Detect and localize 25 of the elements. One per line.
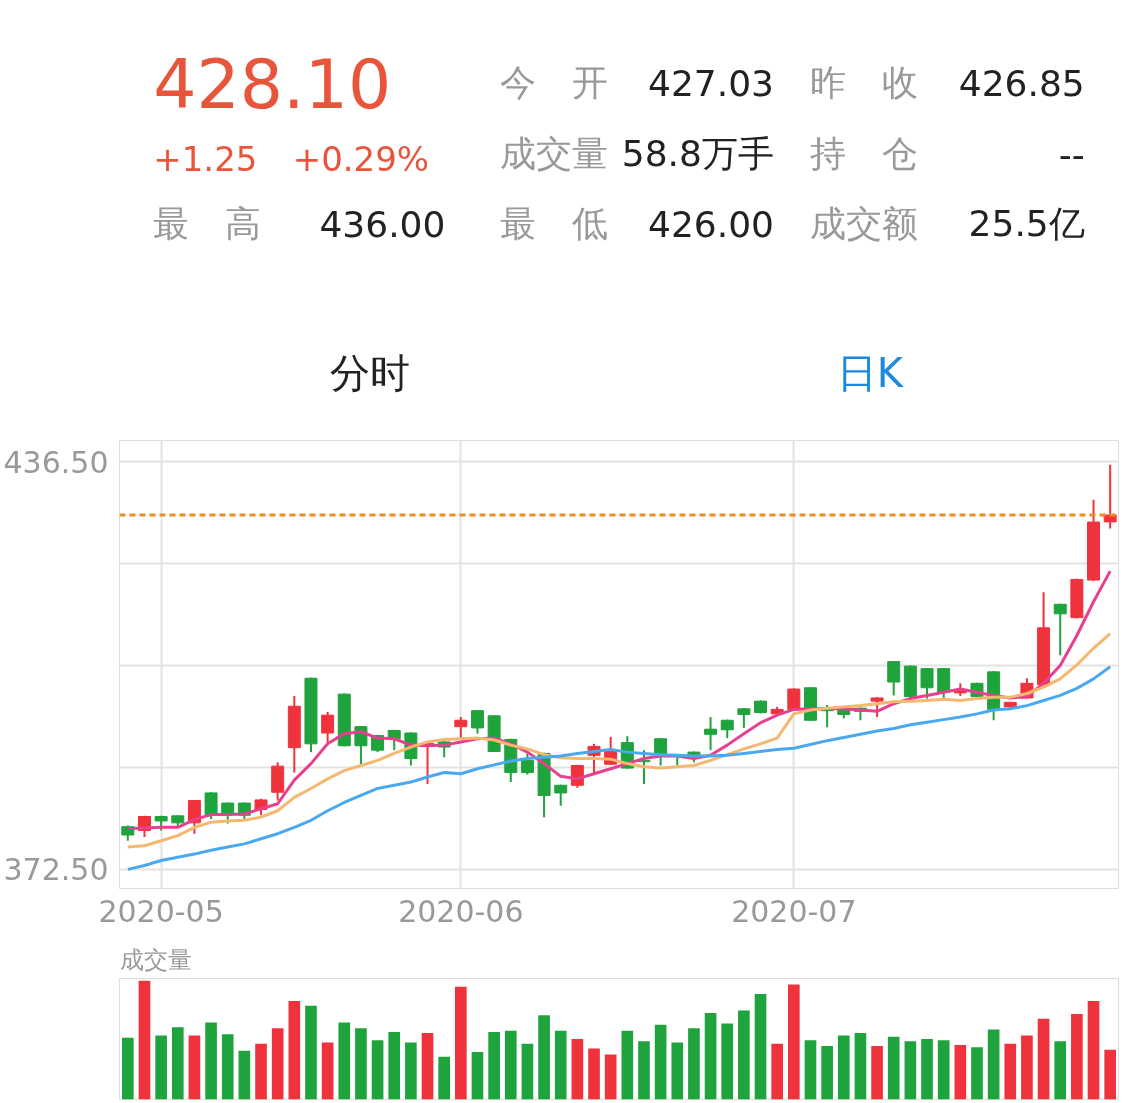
text: 今 开 [499,62,608,103]
x-tick-label: 2020-07 [731,893,857,929]
chart-title: 成交量 [119,945,192,974]
text: 日K [836,349,905,396]
text: 最 高 [153,203,262,244]
text: 持 仓 [810,133,919,174]
text: 428.10 [153,44,392,124]
text: 25.5亿 [968,203,1085,244]
x-tick-label: 2020-06 [398,893,524,929]
y-tick-label: 372.50 [3,852,109,888]
text: 436.00 [319,203,446,245]
text: 成交额 [810,203,919,244]
text: 426.00 [647,203,774,245]
text: 昨 收 [810,62,919,103]
text: 成交量 [499,133,608,174]
text: 58.8万手 [621,133,774,174]
y-tick-label: 436.50 [3,444,109,480]
text: 427.03 [647,62,774,104]
x-tick-label: 2020-05 [98,893,224,929]
text: 分时 [329,349,410,396]
text: 426.85 [958,62,1085,104]
text: 最 低 [499,203,608,244]
text: +0.29% [292,138,430,179]
text: +1.25 [153,139,258,179]
text: -- [1058,133,1085,175]
